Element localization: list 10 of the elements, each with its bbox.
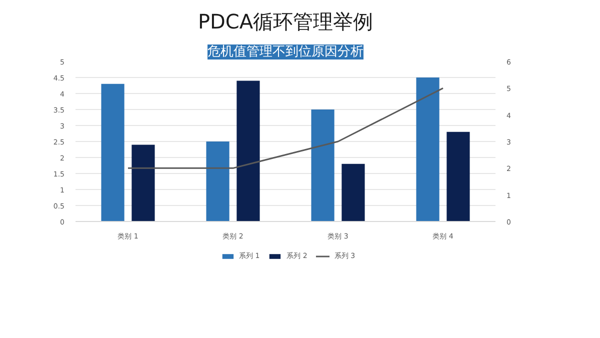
- bar: [236, 80, 260, 222]
- chart-title: PDCA循环管理举例: [198, 10, 374, 34]
- bar: [206, 142, 230, 222]
- bar: [446, 132, 470, 222]
- bar: [311, 110, 334, 222]
- chart-subtitle: 危机值管理不到位原因分析: [208, 44, 364, 60]
- bar: [416, 78, 440, 222]
- bar: [132, 144, 155, 222]
- bar: [342, 164, 365, 222]
- bar: [101, 84, 124, 222]
